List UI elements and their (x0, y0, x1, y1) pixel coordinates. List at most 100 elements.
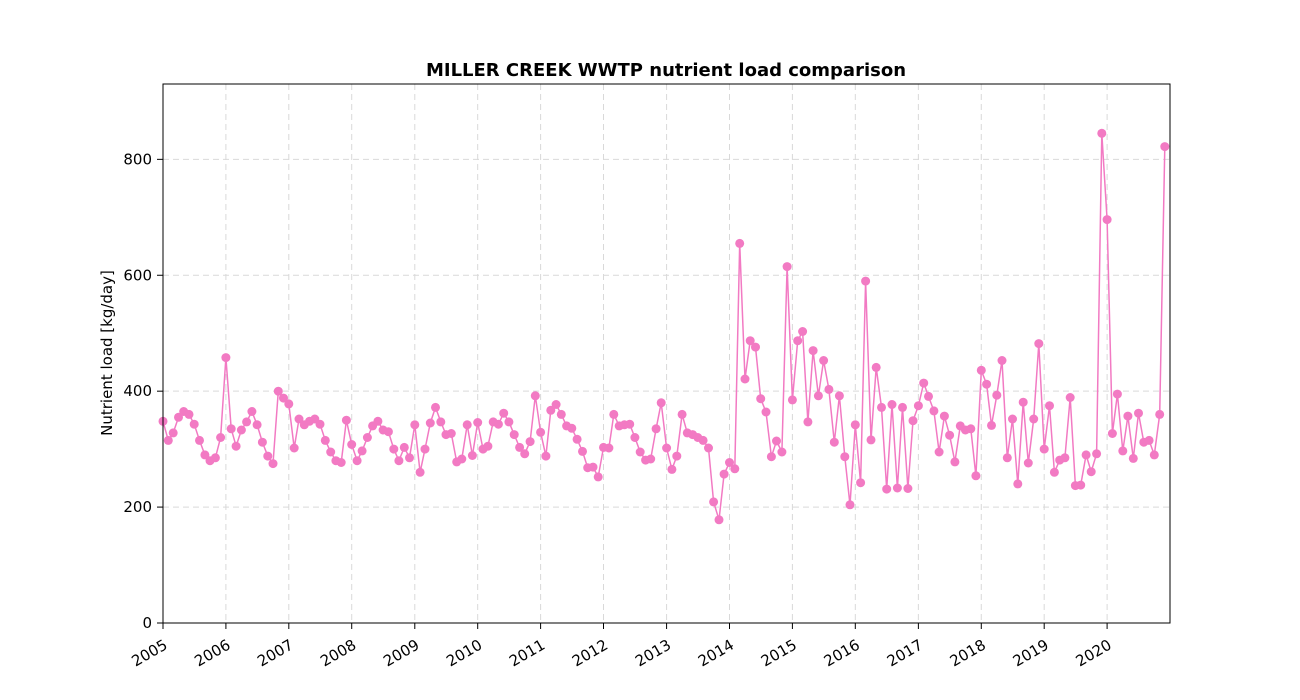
data-point (813, 391, 823, 401)
data-point (704, 443, 713, 453)
data-point (1008, 414, 1017, 424)
data-point (882, 484, 892, 494)
data-point (913, 401, 923, 411)
data-point (840, 452, 850, 462)
data-point (782, 262, 792, 272)
data-point (530, 391, 540, 401)
data-point (1086, 467, 1096, 477)
data-point (405, 453, 414, 463)
data-point (924, 391, 933, 401)
data-point (347, 440, 357, 449)
data-point (1118, 446, 1128, 456)
data-point (871, 362, 881, 372)
data-point (567, 423, 577, 433)
data-point (320, 435, 330, 445)
data-point (735, 238, 745, 248)
y-axis-label: Nutrient load [kg/day] (98, 270, 116, 436)
data-point (231, 441, 241, 451)
data-point (1002, 453, 1012, 463)
data-point (609, 409, 619, 419)
data-point (515, 442, 525, 452)
data-point (184, 409, 194, 419)
data-point (326, 447, 336, 457)
data-point (399, 442, 409, 452)
data-point (656, 398, 666, 408)
data-point (216, 433, 226, 442)
y-tick-label: 800 (123, 150, 152, 168)
data-point (195, 435, 204, 445)
data-point (919, 378, 929, 388)
data-point (236, 425, 246, 435)
y-tick-label: 400 (123, 382, 152, 400)
data-point (934, 447, 944, 457)
data-point (556, 409, 566, 419)
data-point (1029, 414, 1039, 424)
data-point (772, 436, 781, 446)
data-point (719, 469, 729, 479)
data-point (1123, 411, 1133, 421)
data-point (572, 434, 582, 444)
data-point (892, 483, 902, 493)
data-point (1060, 453, 1070, 463)
data-point (834, 391, 844, 401)
data-point (415, 467, 425, 477)
data-point (929, 406, 939, 416)
data-point (945, 430, 955, 440)
data-point (1065, 393, 1075, 402)
data-point (446, 429, 456, 438)
data-point (383, 427, 393, 437)
data-point (257, 437, 267, 447)
data-point (1018, 397, 1028, 407)
data-point (866, 435, 876, 445)
data-point (950, 457, 960, 467)
data-point (1097, 128, 1107, 138)
data-point (294, 414, 304, 424)
data-point (898, 402, 907, 412)
data-point (745, 336, 755, 346)
data-point (362, 433, 372, 442)
data-point (394, 456, 404, 466)
data-point (431, 402, 440, 412)
data-point (1149, 450, 1159, 460)
y-tick-label: 600 (123, 266, 152, 284)
data-point (462, 420, 472, 430)
data-point (793, 336, 803, 346)
data-point (200, 450, 210, 460)
data-point (635, 447, 645, 457)
data-point (845, 500, 855, 510)
data-point (987, 420, 996, 430)
data-point (341, 415, 351, 425)
data-point (541, 451, 551, 461)
data-point (714, 515, 724, 525)
data-point (651, 424, 661, 434)
data-point (709, 497, 719, 507)
data-point (1112, 389, 1122, 399)
data-point (798, 327, 808, 336)
data-point (604, 443, 614, 453)
data-point (861, 276, 871, 286)
data-point (824, 384, 834, 394)
data-point (247, 407, 257, 416)
data-point (221, 353, 231, 363)
data-point (483, 441, 493, 451)
data-point (189, 419, 199, 429)
data-point (536, 427, 546, 437)
data-point (1013, 479, 1023, 489)
data-point (997, 356, 1007, 365)
data-point (163, 435, 173, 445)
data-point (493, 419, 503, 429)
data-point (808, 346, 818, 356)
data-point (803, 417, 813, 427)
data-point (546, 405, 556, 415)
data-point (252, 420, 262, 430)
data-point (504, 417, 514, 427)
data-point (887, 400, 897, 409)
data-point (908, 416, 918, 426)
data-point (850, 420, 860, 430)
data-point (289, 443, 299, 453)
chart-title: MILLER CREEK WWTP nutrient load comparis… (426, 60, 906, 81)
data-point (646, 454, 656, 464)
data-point (992, 390, 1002, 400)
data-point (457, 454, 467, 464)
data-point (174, 412, 183, 422)
